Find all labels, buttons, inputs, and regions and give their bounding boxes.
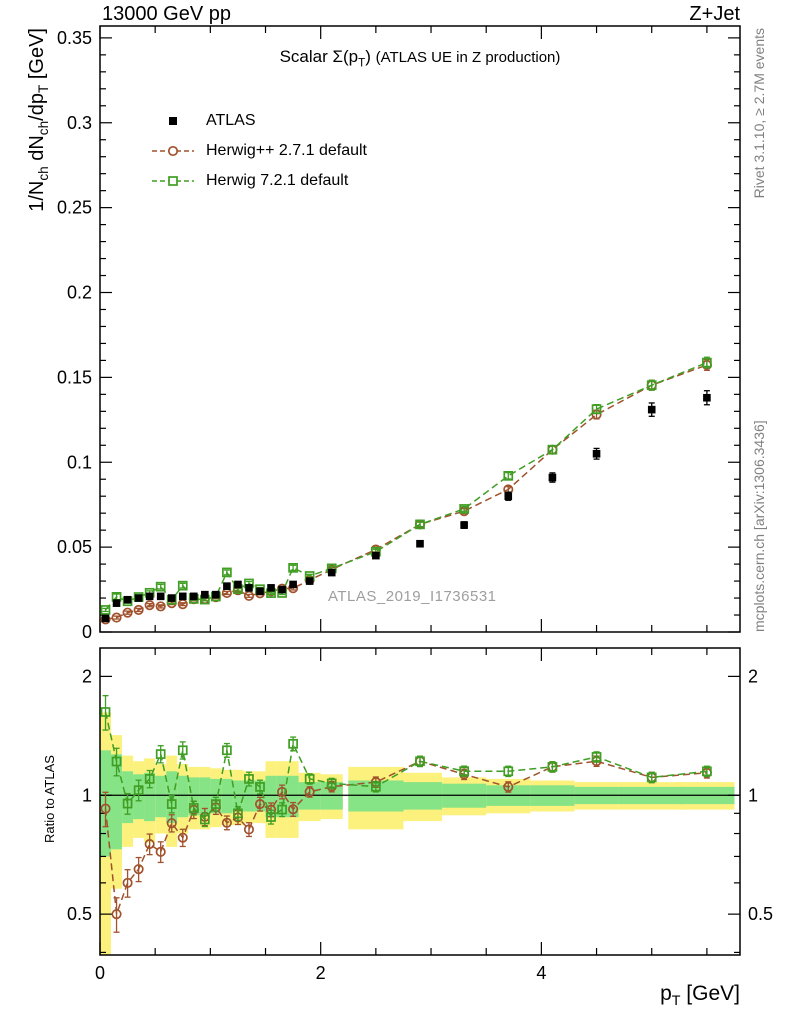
svg-text:0.25: 0.25 — [57, 198, 92, 218]
y-axis-label-part: [GeV] — [26, 28, 48, 85]
legend-item-herwigpp: Herwig++ 2.7.1 default — [150, 136, 367, 166]
svg-text:0: 0 — [82, 622, 92, 642]
x-axis-label-part: p — [660, 982, 672, 1005]
y-axis-label-part: dN — [26, 135, 48, 167]
plot-title: Scalar Σ(pT) (ATLAS UE in Z production) — [100, 47, 740, 69]
svg-text:1: 1 — [82, 785, 92, 805]
x-axis-label-part: [GeV] — [680, 982, 740, 1005]
ratio-axis-label: Ratio to ATLAS — [42, 755, 57, 843]
legend: ATLAS Herwig++ 2.7.1 default Herwig 7.2.… — [150, 106, 367, 196]
open-square-marker-icon — [152, 176, 194, 186]
legend-label-atlas: ATLAS — [206, 112, 256, 129]
y-axis-label-part: /dp — [26, 93, 48, 121]
plot-title-prefix: Scalar — [279, 47, 333, 66]
plot-title-symbol: Σ(p — [332, 47, 359, 66]
rivet-version-note: Rivet 3.1.10, ≥ 2.7M events — [751, 28, 767, 199]
beam-energy-label: 13000 GeV pp — [102, 3, 231, 25]
plot-title-detail: (ATLAS UE in Z production) — [375, 49, 561, 66]
svg-text:0.15: 0.15 — [57, 367, 92, 387]
svg-text:2: 2 — [82, 666, 92, 686]
svg-text:0.5: 0.5 — [748, 904, 773, 924]
process-label: Z+Jet — [689, 3, 740, 25]
legend-label-herwig7: Herwig 7.2.1 default — [206, 172, 349, 189]
plot-title-symbol-sub: T — [358, 57, 366, 70]
svg-text:0: 0 — [95, 963, 105, 983]
svg-text:1: 1 — [748, 785, 758, 805]
plot-title-symbol-close: ) — [365, 47, 376, 66]
svg-text:0.5: 0.5 — [67, 904, 92, 924]
svg-text:4: 4 — [536, 963, 546, 983]
svg-text:0.35: 0.35 — [57, 28, 92, 48]
svg-text:0.3: 0.3 — [67, 113, 92, 133]
filled-square-marker-icon — [169, 117, 177, 125]
y-axis-label-sub: ch — [36, 120, 51, 136]
svg-text:0.2: 0.2 — [67, 283, 92, 303]
y-axis-label: 1/Nch dNch/dpT [GeV] — [26, 28, 51, 412]
legend-label-herwigpp: Herwig++ 2.7.1 default — [206, 142, 367, 159]
x-axis-label: pT [GeV] — [660, 982, 740, 1009]
legend-item-herwig7: Herwig 7.2.1 default — [150, 166, 367, 196]
y-axis-label-sub: ch — [36, 166, 51, 181]
analysis-id-watermark: ATLAS_2019_I1736531 — [328, 588, 497, 605]
svg-text:0.05: 0.05 — [57, 537, 92, 557]
x-axis-label-sub: T — [671, 993, 681, 1010]
legend-item-atlas: ATLAS — [150, 106, 367, 136]
mcplots-arxiv-note: mcplots.cern.ch [arXiv:1306.3436] — [751, 420, 767, 632]
y-axis-label-sub: T — [36, 84, 51, 94]
open-circle-marker-icon — [152, 145, 194, 157]
svg-text:2: 2 — [748, 666, 758, 686]
svg-text:0.1: 0.1 — [67, 452, 92, 472]
svg-text:2: 2 — [316, 963, 326, 983]
y-axis-label-part: 1/N — [26, 180, 48, 212]
